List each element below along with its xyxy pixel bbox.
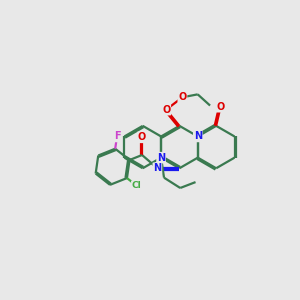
Text: O: O bbox=[162, 105, 170, 115]
Text: O: O bbox=[178, 92, 187, 102]
Text: N: N bbox=[157, 153, 165, 163]
Text: N: N bbox=[153, 163, 161, 173]
Text: Cl: Cl bbox=[132, 181, 142, 190]
Text: O: O bbox=[217, 102, 225, 112]
Text: F: F bbox=[114, 131, 120, 142]
Text: O: O bbox=[138, 132, 146, 142]
Text: N: N bbox=[194, 131, 202, 142]
